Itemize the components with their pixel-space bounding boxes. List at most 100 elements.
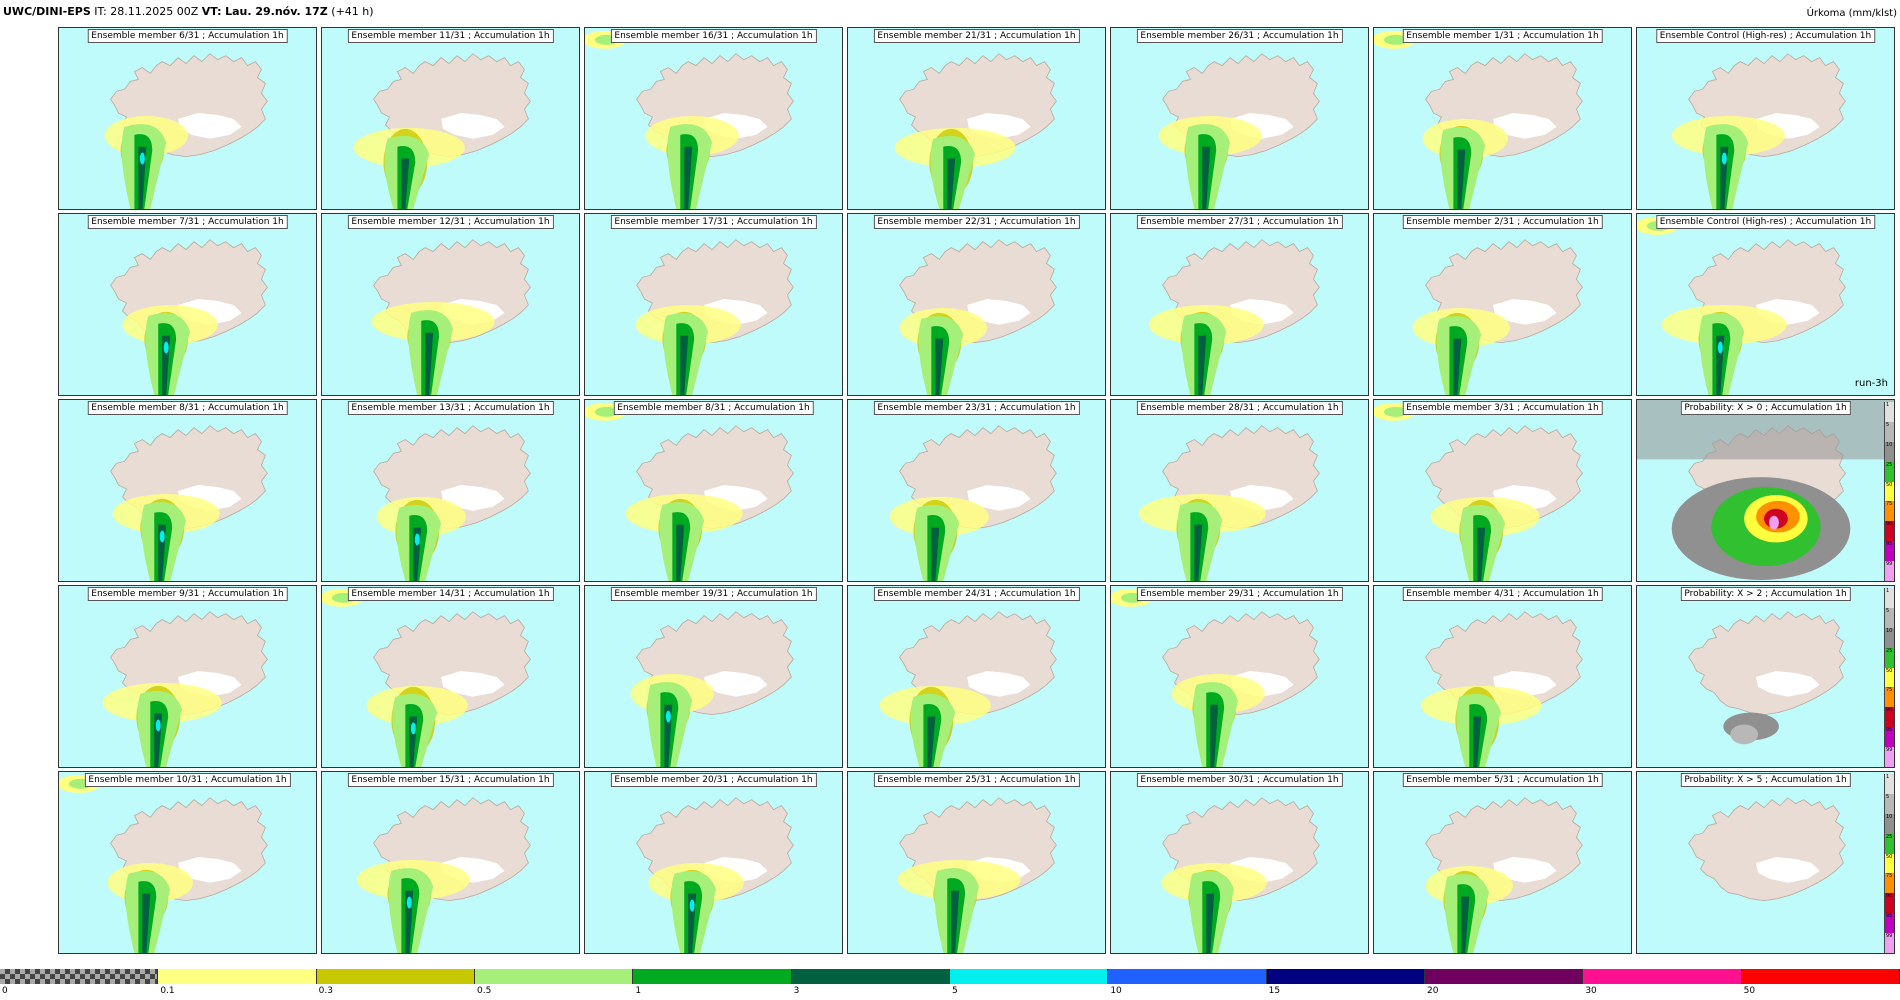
ensemble-map-panel: Ensemble member 5/31 ; Accumulation 1h xyxy=(1373,771,1632,954)
panel-title: Ensemble member 25/31 ; Accumulation 1h xyxy=(873,773,1080,787)
colorbar-segment xyxy=(1741,969,1900,984)
precip-colorbar xyxy=(0,969,1900,984)
colorbar-tick-label: 5 xyxy=(952,986,958,996)
panel-title: Ensemble member 28/31 ; Accumulation 1h xyxy=(1136,401,1343,415)
colorbar-tick-label: 15 xyxy=(1268,986,1281,996)
panel-title: Ensemble member 29/31 ; Accumulation 1h xyxy=(1136,587,1343,601)
probability-scale-label: 75 xyxy=(1886,687,1893,694)
panel-title: Ensemble member 2/31 ; Accumulation 1h xyxy=(1402,215,1603,229)
probability-scale-step: 95 xyxy=(1885,913,1894,934)
probability-scale-step: 95 xyxy=(1885,727,1894,748)
ensemble-map-panel: Ensemble member 29/31 ; Accumulation 1h xyxy=(1110,585,1369,768)
colorbar-segment xyxy=(1424,969,1584,984)
probability-scale: 1 5 10 25 50 75 90 95 99 xyxy=(1884,402,1894,581)
ensemble-map-panel: Ensemble member 15/31 ; Accumulation 1h xyxy=(321,771,580,954)
colorbar-segment xyxy=(633,969,792,984)
panel-title: Probability: X > 5 ; Accumulation 1h xyxy=(1680,773,1851,787)
probability-scale-step: 5 xyxy=(1885,607,1894,628)
it-value: 28.11.2025 00Z xyxy=(110,5,199,18)
ensemble-map-panel: Ensemble member 10/31 ; Accumulation 1h xyxy=(58,771,317,954)
ensemble-map-panel: Ensemble member 22/31 ; Accumulation 1h xyxy=(847,213,1106,396)
probability-scale-label: 10 xyxy=(1886,627,1893,634)
ensemble-map-panel: Ensemble member 24/31 ; Accumulation 1h xyxy=(847,585,1106,768)
panel-title: Ensemble member 13/31 ; Accumulation 1h xyxy=(347,401,554,415)
probability-scale-label: 1 xyxy=(1886,402,1890,408)
panel-title: Ensemble member 14/31 ; Accumulation 1h xyxy=(347,587,554,601)
panel-title: Ensemble member 15/31 ; Accumulation 1h xyxy=(347,773,554,787)
probability-scale-label: 95 xyxy=(1886,913,1893,920)
colorbar-segment xyxy=(316,969,475,984)
probability-scale-label: 75 xyxy=(1886,873,1893,880)
ensemble-map-panel: Ensemble Control (High-res) ; Accumulati… xyxy=(1636,213,1895,396)
it-label: IT: xyxy=(94,5,107,18)
probability-scale-step: 50 xyxy=(1885,667,1894,688)
probability-scale-step: 1 xyxy=(1885,588,1894,608)
colorbar-segment xyxy=(949,969,1109,984)
panel-title: Ensemble member 27/31 ; Accumulation 1h xyxy=(1136,215,1343,229)
colorbar-segment xyxy=(1583,969,1742,984)
panel-title: Ensemble member 30/31 ; Accumulation 1h xyxy=(1136,773,1343,787)
ensemble-map-panel: Ensemble member 3/31 ; Accumulation 1h xyxy=(1373,399,1632,582)
probability-scale-step: 10 xyxy=(1885,627,1894,648)
vt-label: VT: xyxy=(201,5,222,18)
probability-scale-label: 50 xyxy=(1886,853,1893,860)
probability-scale-label: 95 xyxy=(1886,541,1893,548)
panel-title: Ensemble member 19/31 ; Accumulation 1h xyxy=(610,587,817,601)
ensemble-map-panel: Ensemble member 27/31 ; Accumulation 1h xyxy=(1110,213,1369,396)
ensemble-map-panel: Ensemble member 8/31 ; Accumulation 1h xyxy=(584,399,843,582)
panel-title: Ensemble member 1/31 ; Accumulation 1h xyxy=(1402,29,1603,43)
probability-scale-label: 5 xyxy=(1886,793,1890,800)
probability-scale-step: 99 xyxy=(1885,561,1894,581)
probability-scale-label: 99 xyxy=(1886,747,1893,754)
colorbar-tick-label: 0 xyxy=(2,986,8,996)
probability-scale-step: 25 xyxy=(1885,833,1894,854)
ensemble-map-panel: Ensemble member 20/31 ; Accumulation 1h xyxy=(584,771,843,954)
probability-scale-label: 5 xyxy=(1886,421,1890,428)
ensemble-map-panel: Ensemble member 4/31 ; Accumulation 1h xyxy=(1373,585,1632,768)
panel-title: Probability: X > 2 ; Accumulation 1h xyxy=(1680,587,1851,601)
panel-title: Ensemble Control (High-res) ; Accumulati… xyxy=(1655,215,1876,229)
probability-scale-step: 5 xyxy=(1885,793,1894,814)
panel-title: Ensemble member 12/31 ; Accumulation 1h xyxy=(347,215,554,229)
probability-scale-step: 99 xyxy=(1885,747,1894,767)
ensemble-map-panel: Ensemble member 11/31 ; Accumulation 1h xyxy=(321,27,580,210)
probability-map-panel: Probability: X > 0 ; Accumulation 1h 1 5 10… xyxy=(1636,399,1895,582)
ensemble-map-panel: Ensemble member 26/31 ; Accumulation 1h xyxy=(1110,27,1369,210)
probability-scale-step: 75 xyxy=(1885,873,1894,894)
ensemble-map-panel: Ensemble member 21/31 ; Accumulation 1h xyxy=(847,27,1106,210)
probability-scale-label: 1 xyxy=(1886,588,1890,594)
colorbar-segment xyxy=(1108,969,1267,984)
panel-title: Ensemble member 8/31 ; Accumulation 1h xyxy=(87,401,288,415)
colorbar-segment xyxy=(474,969,634,984)
ensemble-map-panel: Ensemble Control (High-res) ; Accumulati… xyxy=(1636,27,1895,210)
ensemble-map-panel: Ensemble member 28/31 ; Accumulation 1h xyxy=(1110,399,1369,582)
panel-title: Ensemble member 11/31 ; Accumulation 1h xyxy=(347,29,554,43)
ensemble-map-panel: Ensemble member 8/31 ; Accumulation 1h xyxy=(58,399,317,582)
panel-title: Ensemble member 7/31 ; Accumulation 1h xyxy=(87,215,288,229)
panel-title: Ensemble Control (High-res) ; Accumulati… xyxy=(1655,29,1876,43)
panel-title: Ensemble member 16/31 ; Accumulation 1h xyxy=(610,29,817,43)
probability-scale-step: 99 xyxy=(1885,933,1894,953)
colorbar-tick-label: 0.5 xyxy=(477,986,492,996)
probability-scale-step: 1 xyxy=(1885,774,1894,794)
probability-scale-step: 25 xyxy=(1885,647,1894,668)
ensemble-map-panel: Ensemble member 2/31 ; Accumulation 1h xyxy=(1373,213,1632,396)
model-name: UWC/DINI-EPS xyxy=(3,5,91,18)
ensemble-map-panel: Ensemble member 1/31 ; Accumulation 1h xyxy=(1373,27,1632,210)
colorbar-segment xyxy=(158,969,317,984)
panel-title: Ensemble member 17/31 ; Accumulation 1h xyxy=(610,215,817,229)
probability-scale-label: 90 xyxy=(1886,521,1893,528)
probability-scale-label: 10 xyxy=(1886,813,1893,820)
colorbar-tick-label: 0.3 xyxy=(318,986,333,996)
panel-title: Ensemble member 8/31 ; Accumulation 1h xyxy=(613,401,814,415)
probability-scale-step: 50 xyxy=(1885,853,1894,874)
probability-scale-label: 99 xyxy=(1886,561,1893,568)
panel-title: Ensemble member 21/31 ; Accumulation 1h xyxy=(873,29,1080,43)
probability-scale-step: 5 xyxy=(1885,421,1894,442)
panel-title: Ensemble member 20/31 ; Accumulation 1h xyxy=(610,773,817,787)
ensemble-map-panel: Ensemble member 17/31 ; Accumulation 1h xyxy=(584,213,843,396)
probability-scale-step: 50 xyxy=(1885,481,1894,502)
panel-title: Ensemble member 5/31 ; Accumulation 1h xyxy=(1402,773,1603,787)
ensemble-map-panel: Ensemble member 6/31 ; Accumulation 1h xyxy=(58,27,317,210)
panel-title: Ensemble member 10/31 ; Accumulation 1h xyxy=(84,773,291,787)
